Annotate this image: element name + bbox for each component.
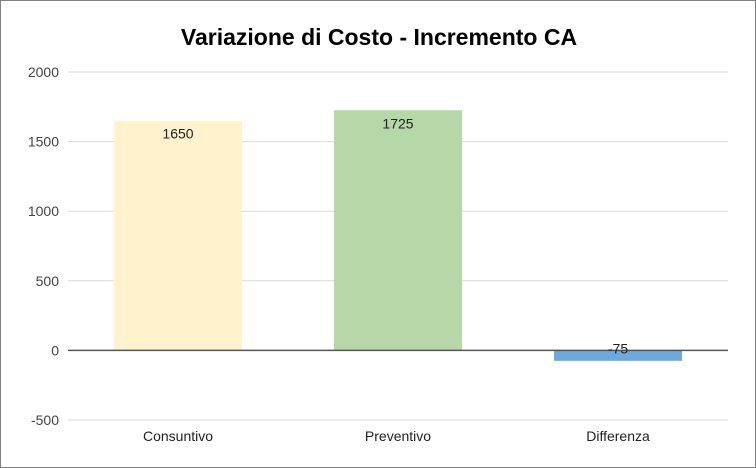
- bars: [114, 110, 682, 361]
- x-category-label: Differenza: [586, 428, 650, 444]
- labels: 2000 1500 1000 500 0 -500 1650 Consuntivo 1725 Pr…: [28, 64, 650, 444]
- x-category-label: Preventivo: [365, 428, 431, 444]
- data-label: 1650: [162, 126, 193, 142]
- bar-consuntivo: [114, 120, 242, 351]
- y-tick-label: -500: [31, 412, 59, 428]
- data-label: -75: [608, 340, 628, 356]
- x-category-label: Consuntivo: [143, 428, 213, 444]
- y-tick-label: 2000: [28, 64, 59, 80]
- y-tick-label: 0: [51, 342, 59, 358]
- y-tick-label: 500: [36, 273, 60, 289]
- y-tick-label: 1500: [28, 134, 59, 150]
- data-label: 1725: [382, 115, 413, 131]
- y-tick-label: 1000: [28, 203, 59, 219]
- chart-title: Variazione di Costo - Incremento CA: [180, 24, 578, 50]
- bar-preventivo: [334, 110, 462, 351]
- bar-differenza: [554, 350, 682, 361]
